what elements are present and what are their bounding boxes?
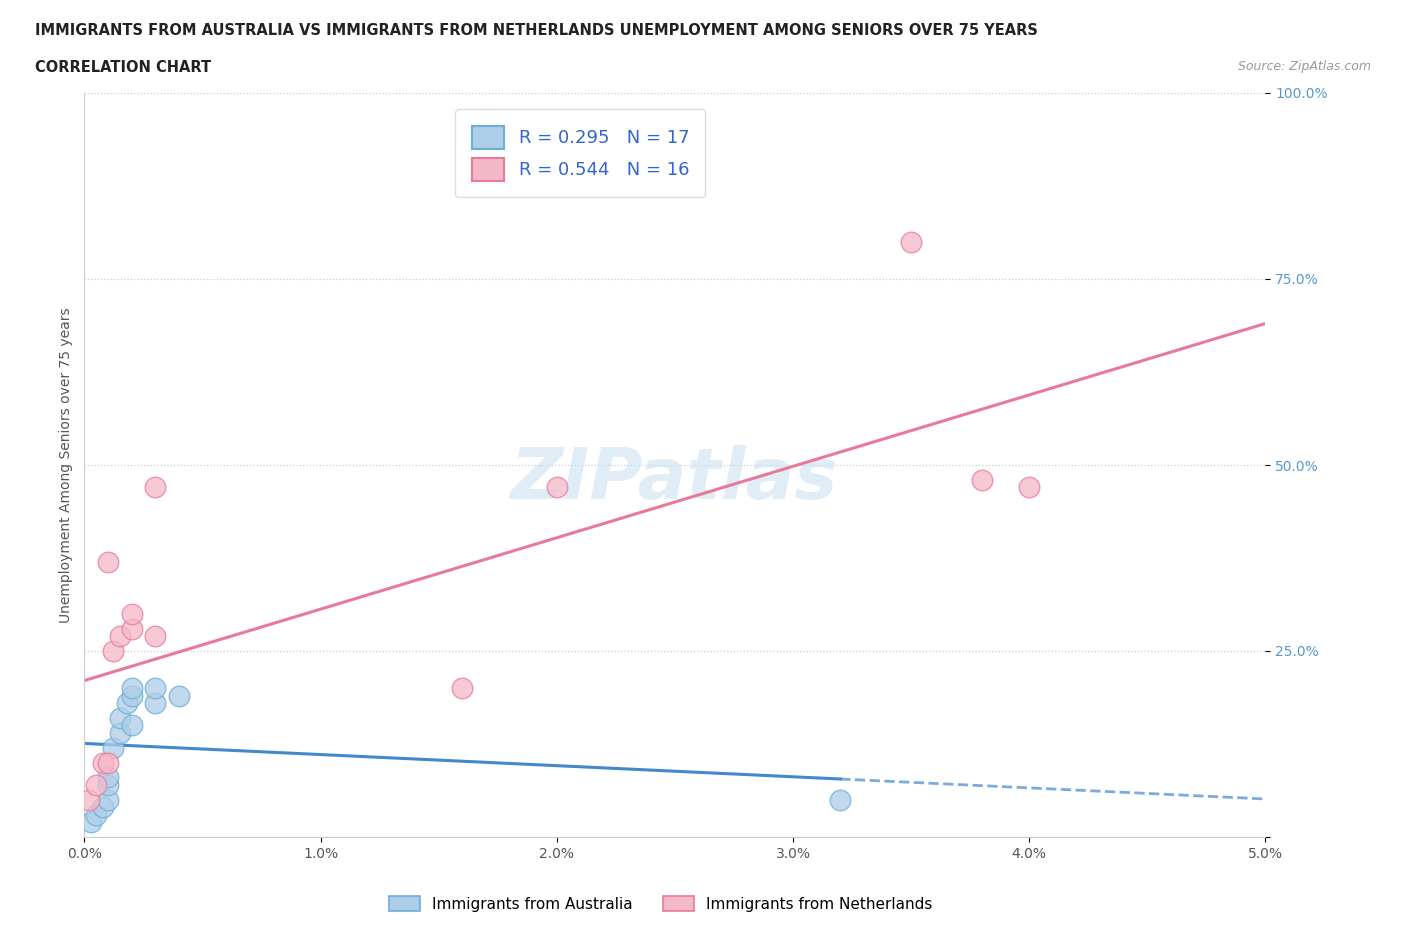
Point xyxy=(1018,480,1040,495)
Text: Source: ZipAtlas.com: Source: ZipAtlas.com xyxy=(1237,60,1371,73)
Point xyxy=(970,472,993,487)
Point xyxy=(121,621,143,636)
Point xyxy=(97,777,120,792)
Text: CORRELATION CHART: CORRELATION CHART xyxy=(35,60,211,75)
Point xyxy=(101,740,124,755)
Text: ZIPatlas: ZIPatlas xyxy=(512,445,838,514)
Point xyxy=(77,792,100,807)
Text: IMMIGRANTS FROM AUSTRALIA VS IMMIGRANTS FROM NETHERLANDS UNEMPLOYMENT AMONG SENI: IMMIGRANTS FROM AUSTRALIA VS IMMIGRANTS … xyxy=(35,23,1038,38)
Point xyxy=(121,681,143,696)
Point xyxy=(121,688,143,703)
Point xyxy=(451,681,474,696)
Point xyxy=(167,688,190,703)
Point xyxy=(108,711,131,725)
Point xyxy=(143,696,166,711)
Point xyxy=(84,807,107,822)
Point xyxy=(143,480,166,495)
Point xyxy=(143,629,166,644)
Point xyxy=(830,792,852,807)
Point xyxy=(101,644,124,658)
Point xyxy=(121,718,143,733)
Point xyxy=(91,800,114,815)
Point xyxy=(97,554,120,569)
Point xyxy=(97,755,120,770)
Point xyxy=(97,770,120,785)
Point xyxy=(108,725,131,740)
Point xyxy=(108,629,131,644)
Point xyxy=(900,234,922,249)
Point xyxy=(115,696,138,711)
Legend: Immigrants from Australia, Immigrants from Netherlands: Immigrants from Australia, Immigrants fr… xyxy=(384,889,938,918)
Point xyxy=(91,755,114,770)
Point xyxy=(84,777,107,792)
Point xyxy=(80,815,103,830)
Y-axis label: Unemployment Among Seniors over 75 years: Unemployment Among Seniors over 75 years xyxy=(59,307,73,623)
Point xyxy=(121,606,143,621)
Point xyxy=(546,480,568,495)
Point xyxy=(143,681,166,696)
Legend: R = 0.295   N = 17, R = 0.544   N = 16: R = 0.295 N = 17, R = 0.544 N = 16 xyxy=(456,110,706,197)
Point xyxy=(97,792,120,807)
